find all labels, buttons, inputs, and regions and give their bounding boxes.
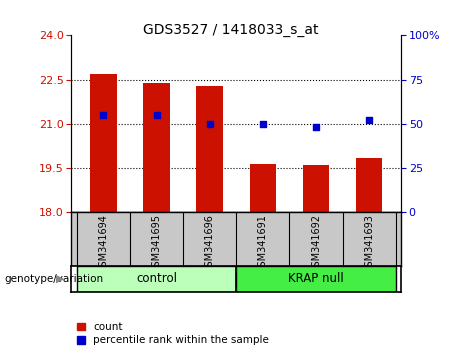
Point bbox=[366, 118, 373, 123]
Text: KRAP null: KRAP null bbox=[288, 272, 344, 285]
Text: GSM341693: GSM341693 bbox=[364, 214, 374, 273]
Bar bbox=[143, 82, 170, 212]
Text: GSM341695: GSM341695 bbox=[152, 214, 161, 273]
Bar bbox=[249, 164, 276, 212]
Text: GSM341692: GSM341692 bbox=[311, 214, 321, 273]
Text: GSM341694: GSM341694 bbox=[98, 214, 108, 273]
Point bbox=[259, 121, 266, 127]
Bar bbox=[303, 165, 329, 212]
Bar bbox=[90, 74, 117, 212]
Text: GDS3527 / 1418033_s_at: GDS3527 / 1418033_s_at bbox=[143, 23, 318, 37]
Point bbox=[153, 112, 160, 118]
Bar bbox=[356, 158, 383, 212]
Bar bbox=[236, 266, 396, 292]
Text: GSM341691: GSM341691 bbox=[258, 214, 268, 273]
Text: genotype/variation: genotype/variation bbox=[5, 274, 104, 284]
Text: ▶: ▶ bbox=[56, 274, 64, 284]
Text: GSM341696: GSM341696 bbox=[205, 214, 215, 273]
Bar bbox=[196, 86, 223, 212]
Point bbox=[206, 121, 213, 127]
Point bbox=[100, 112, 107, 118]
Text: control: control bbox=[136, 272, 177, 285]
Legend: count, percentile rank within the sample: count, percentile rank within the sample bbox=[77, 322, 269, 345]
Bar bbox=[77, 266, 236, 292]
Point bbox=[312, 125, 319, 130]
